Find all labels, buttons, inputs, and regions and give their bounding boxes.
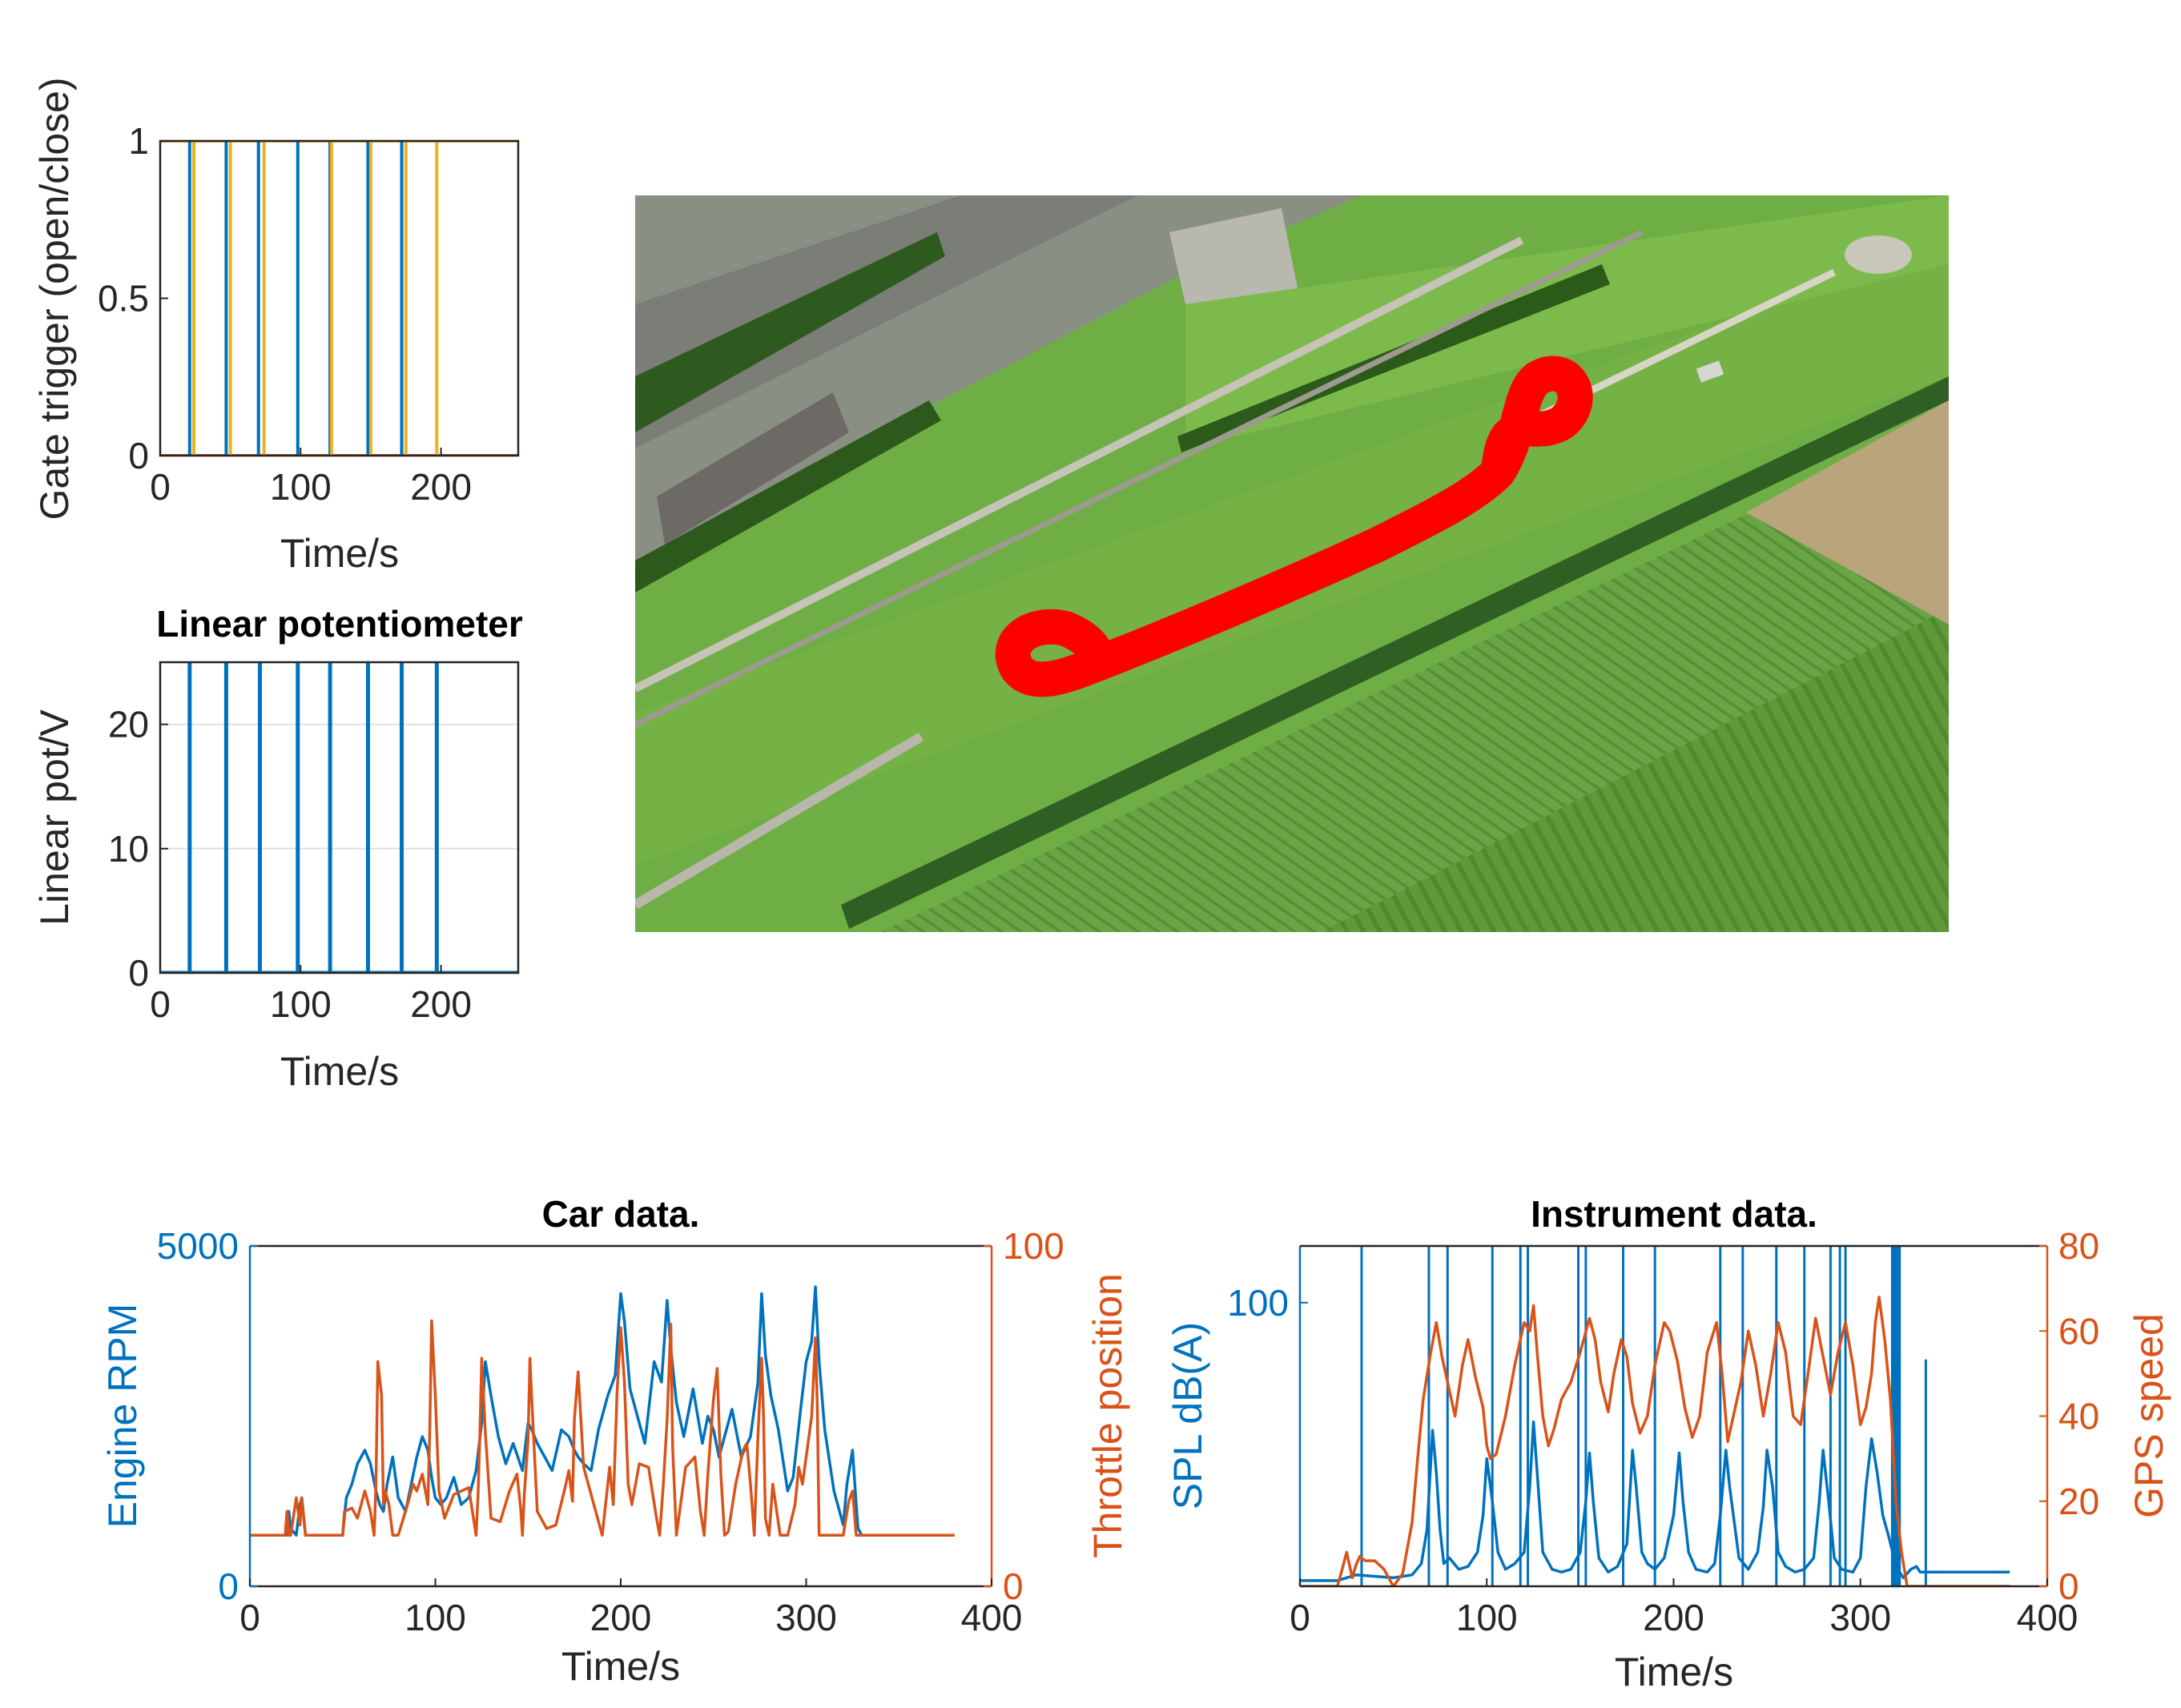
car-xtick-label: 0 — [239, 1597, 260, 1638]
linpot-ticks-group: 0 100 200 0 10 20 — [108, 704, 472, 1025]
instrument-xtick-label: 100 — [1456, 1597, 1518, 1638]
gate-xtick-label: 0 — [150, 466, 171, 508]
map-brown-field — [1746, 400, 1949, 625]
instrument-ytick-label-right: 80 — [2058, 1225, 2099, 1267]
car-ylabel-right: Throttle position — [1085, 1273, 1130, 1558]
car-ytick-label-right: 0 — [1003, 1565, 1024, 1607]
instrument-series-right-2 — [1300, 1296, 2010, 1586]
instrument-ytick-label: 100 — [1227, 1282, 1289, 1324]
car-ytick-label-right: 100 — [1003, 1225, 1064, 1267]
gate-xlabel: Time/s — [280, 531, 399, 576]
car-title: Car data. — [542, 1193, 700, 1235]
map-grass-strip — [635, 240, 1949, 865]
linpot-ytick-label: 10 — [108, 828, 149, 870]
map-road-4 — [635, 732, 924, 910]
linpot-ytick-label: 20 — [108, 704, 149, 745]
instrument-ylabel-left: SPL dB(A) — [1165, 1322, 1210, 1509]
instrument-xtick-label: 300 — [1829, 1597, 1891, 1638]
gate-ytick-label: 0.5 — [98, 278, 149, 319]
gate-ticks-group: 0 100 200 0 0.5 1 — [98, 120, 472, 508]
instrument-ylabel-right: GPS speed — [2127, 1313, 2171, 1518]
gate-ylabel: Gate trigger (open/close) — [32, 77, 77, 520]
gps-route-track — [995, 356, 1593, 697]
gate-xtick-label: 200 — [410, 466, 472, 508]
car-ylabel-left: Engine RPM — [100, 1304, 145, 1529]
map-building — [1696, 360, 1724, 383]
linear-potentiometer-chart: Linear potentiometer 0 100 200 0 10 20 Time/s… — [32, 603, 523, 1094]
linpot-grid-group — [160, 723, 518, 850]
gps-route-path — [995, 356, 1593, 697]
linpot-ylabel: Linear pot/V — [32, 709, 77, 926]
map-upper-field — [1185, 195, 1949, 448]
map-rail-tracks — [635, 195, 1137, 448]
gate-ytick-label: 0 — [128, 435, 149, 476]
instrument-ticks-group: 0 100 200 300 400 100 0 20 40 60 80 — [1227, 1225, 2099, 1638]
car-series-group — [250, 1285, 955, 1537]
instrument-xtick-label: 0 — [1290, 1597, 1310, 1638]
car-xtick-label: 300 — [775, 1597, 837, 1638]
map-turnaround — [1845, 235, 1912, 274]
linpot-xtick-label: 200 — [410, 983, 472, 1025]
instrument-title: Instrument data. — [1531, 1193, 1817, 1235]
map-dark-hedge-2 — [635, 400, 941, 593]
gate-trigger-chart: 0 100 200 0 0.5 1 Time/s Gate trigger (open/c… — [32, 77, 520, 576]
car-ytick-label: 5000 — [157, 1225, 239, 1267]
instrument-xlabel: Time/s — [1615, 1650, 1733, 1694]
linpot-title: Linear potentiometer — [156, 603, 523, 645]
map-grey-lot — [1169, 208, 1298, 304]
gate-axes-box — [159, 139, 520, 457]
car-xtick-label: 200 — [590, 1597, 652, 1638]
car-xtick-label: 400 — [961, 1597, 1023, 1638]
car-xlabel: Time/s — [561, 1644, 680, 1689]
linpot-axes-box — [159, 661, 520, 975]
car-ytick-label: 0 — [218, 1565, 239, 1607]
map-road-2 — [635, 229, 1644, 728]
instrument-ytick-label-right: 0 — [2058, 1565, 2079, 1607]
instrument-ytick-label-right: 40 — [2058, 1396, 2099, 1437]
instrument-ytick-label-right: 20 — [2058, 1481, 2099, 1522]
instrument-xtick-label: 400 — [2017, 1597, 2078, 1638]
gate-xtick-label: 100 — [270, 466, 332, 508]
car-xtick-label: 100 — [404, 1597, 466, 1638]
map-lower-field-2 — [1322, 609, 1949, 932]
linpot-xtick-label: 0 — [150, 983, 171, 1025]
gate-ytick-label: 1 — [128, 120, 149, 162]
map-road-1 — [635, 236, 1524, 693]
map-gravel-patch — [657, 392, 849, 545]
linpot-xtick-label: 100 — [270, 983, 332, 1025]
linpot-series-group — [160, 662, 518, 973]
map-tree-line-lower — [841, 376, 1949, 929]
instrument-series-group — [1300, 1246, 2010, 1586]
aerial-map — [635, 195, 1949, 932]
gate-series-group — [160, 141, 518, 456]
linpot-ytick-label: 0 — [128, 952, 149, 994]
instrument-data-chart: Instrument data. 0 100 200 300 400 100 0 20 40 60… — [1165, 1193, 2171, 1694]
instrument-ytick-label-right: 60 — [2058, 1310, 2099, 1352]
map-dark-hedge-1 — [635, 232, 945, 432]
car-series-right-1 — [250, 1319, 955, 1537]
instrument-xtick-label: 200 — [1643, 1597, 1704, 1638]
linpot-xlabel: Time/s — [280, 1049, 399, 1094]
